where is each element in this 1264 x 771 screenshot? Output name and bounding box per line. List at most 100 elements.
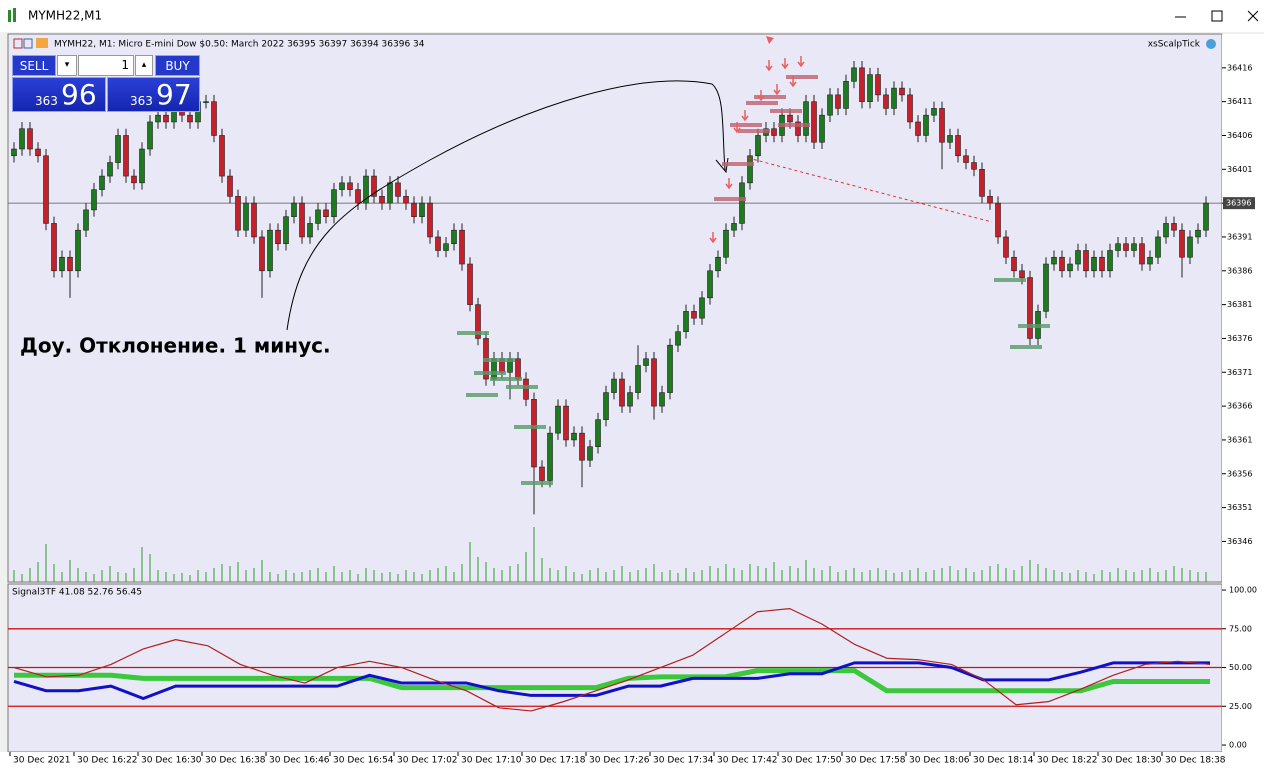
- hand-drawn-curve: [286, 80, 726, 331]
- candle-body: [595, 419, 601, 447]
- candle-body: [1027, 277, 1033, 339]
- candle-body: [947, 135, 953, 143]
- candle-body: [883, 94, 889, 109]
- candle-body: [731, 223, 737, 231]
- indicator-line: [13, 661, 1210, 701]
- candle-body: [427, 202, 433, 238]
- candle-body: [1067, 263, 1073, 272]
- candle-body: [875, 74, 881, 96]
- x-tick-label: 30 Dec 18:14: [973, 756, 1034, 766]
- candle-body: [315, 209, 321, 224]
- x-tick-label: 30 Dec 16:54: [333, 756, 394, 766]
- lot-up[interactable]: ▴: [135, 55, 153, 76]
- candle-body: [1059, 256, 1065, 272]
- candle-body: [787, 114, 793, 123]
- y-tick-label: 36351: [1227, 503, 1252, 512]
- candle-body: [651, 358, 657, 407]
- candle-body: [451, 229, 457, 245]
- candle-body: [867, 74, 873, 102]
- candle-body: [283, 216, 289, 245]
- candle-body: [1139, 243, 1145, 265]
- candle-body: [211, 101, 217, 136]
- candle-body: [1163, 223, 1169, 238]
- candle-body: [851, 67, 857, 82]
- y-tick-label: 36391: [1227, 232, 1252, 241]
- maximize-button[interactable]: [1211, 10, 1223, 22]
- candle-body: [579, 432, 585, 461]
- candle-body: [435, 236, 441, 251]
- candle-body: [35, 148, 41, 157]
- candle-body: [307, 223, 313, 238]
- candle-body: [1115, 243, 1121, 251]
- candle-body: [859, 67, 865, 102]
- candle-body: [467, 263, 473, 305]
- candle-body: [403, 196, 409, 204]
- y-tick-label: 36376: [1227, 334, 1252, 343]
- buy-price[interactable]: 363 97: [107, 77, 200, 112]
- candle-body: [99, 175, 105, 190]
- candle-body: [347, 182, 353, 190]
- candle-body: [923, 114, 929, 136]
- x-tick-label: 30 Dec 16:22: [77, 756, 138, 766]
- candle-body: [539, 466, 545, 481]
- candle-body: [995, 202, 1001, 238]
- candle-body: [931, 108, 937, 116]
- buy-button[interactable]: BUY: [155, 55, 200, 76]
- candle-body: [531, 399, 537, 468]
- candle-body: [1187, 236, 1193, 258]
- price-pane: [7, 33, 1223, 583]
- indicator-line: [13, 608, 1211, 712]
- y-tick-label: 36401: [1227, 165, 1252, 174]
- candle-body: [355, 189, 361, 204]
- price-axis: [1222, 34, 1264, 752]
- buy-price-big: 363: [130, 94, 153, 108]
- candle-body: [1147, 256, 1153, 265]
- y-tick-label: 36411: [1227, 97, 1252, 106]
- candle-body: [475, 304, 481, 339]
- candle-body: [259, 236, 265, 272]
- candle-body: [955, 135, 961, 157]
- candle-body: [139, 148, 145, 184]
- x-tick-label: 30 Dec 16:30: [141, 756, 202, 766]
- candle-body: [19, 128, 25, 150]
- candle-body: [1099, 256, 1105, 272]
- close-button[interactable]: [1247, 10, 1259, 22]
- candle-body: [115, 135, 121, 163]
- y-tick-label: 36366: [1227, 402, 1252, 411]
- candle-body: [371, 175, 377, 197]
- candle-body: [939, 108, 945, 143]
- candle-body: [1091, 256, 1097, 272]
- x-tick-label: 30 Dec 17:10: [461, 756, 522, 766]
- annotation: Доу. Отклонение. 1 минус.: [20, 334, 331, 358]
- candle-body: [203, 101, 209, 103]
- lot-input[interactable]: 1: [78, 55, 134, 76]
- signal-levels-red: [714, 75, 818, 201]
- app-icon: [8, 8, 16, 22]
- candle-body: [619, 378, 625, 407]
- sell-button[interactable]: SELL: [12, 55, 56, 76]
- candle-body: [59, 256, 65, 272]
- candle-body: [803, 101, 809, 136]
- y-tick-label: 100.00: [1229, 586, 1257, 595]
- candle-body: [899, 87, 905, 96]
- candle-body: [603, 392, 609, 420]
- sell-price-big: 363: [35, 94, 58, 108]
- time-axis: [0, 752, 1264, 771]
- lot-down[interactable]: ▾: [57, 55, 77, 76]
- candle-body: [235, 196, 241, 231]
- candle-body: [739, 182, 745, 224]
- candle-body: [643, 358, 649, 366]
- indicator-line: [14, 668, 1210, 694]
- candle-body: [379, 196, 385, 204]
- divergence-line: [747, 157, 993, 223]
- buy-price-pips: 97: [156, 78, 192, 111]
- x-tick-label: 30 Dec 17:58: [845, 756, 906, 766]
- candle-body: [691, 311, 697, 319]
- sell-price[interactable]: 363 96: [12, 77, 106, 112]
- candle-body: [1179, 229, 1185, 258]
- candle-body: [459, 229, 465, 265]
- candle-body: [795, 121, 801, 136]
- x-tick-label: 30 Dec 17:18: [525, 756, 586, 766]
- last-price-tag: [1223, 197, 1255, 210]
